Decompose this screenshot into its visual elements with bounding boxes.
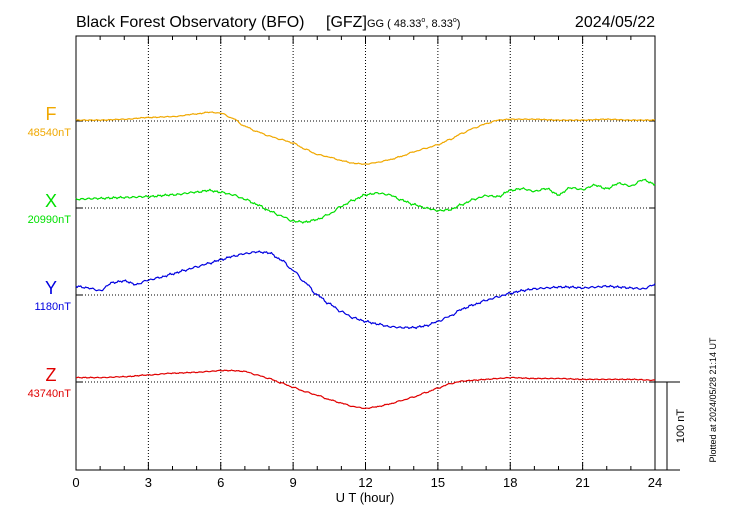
x-tick-label: 0	[72, 475, 79, 490]
x-tick-label: 9	[290, 475, 297, 490]
grid-lines	[147, 36, 584, 470]
series-z-line	[76, 369, 656, 410]
series-x-line	[75, 178, 656, 224]
scale-bar: 100 nT	[655, 381, 687, 471]
series-y-baseline-value: 1180nT	[35, 301, 72, 313]
x-axis-title: U T (hour)	[336, 490, 395, 505]
x-tick-label: 24	[648, 475, 662, 490]
x-tick-label: 12	[358, 475, 372, 490]
plotted-timestamp: Plotted at 2024/05/28 21:14 UT	[708, 337, 718, 463]
baselines	[76, 120, 655, 383]
coord-mid: , 8.33	[425, 18, 453, 30]
series-z-baseline-value: 43740nT	[28, 388, 72, 400]
scale-bar-label: 100 nT	[675, 409, 687, 444]
series-y-name: Y	[45, 278, 57, 298]
series-x-baseline-value: 20990nT	[28, 214, 72, 226]
coord-prefix: GG ( 48.33	[367, 18, 421, 30]
date-label: 2024/05/22	[575, 14, 655, 31]
agency-label: [GFZ]	[326, 14, 367, 31]
series-y-line	[75, 250, 656, 330]
degree-mark: o	[453, 17, 457, 24]
degree-mark: o	[421, 17, 425, 24]
series-f-baseline-value: 48540nT	[28, 127, 72, 139]
observatory-title: Black Forest Observatory (BFO)	[76, 14, 305, 31]
coord-suffix: )	[457, 18, 461, 30]
x-tick-label: 6	[217, 475, 224, 490]
x-tick-labels: 0 3 6 9 12 15 18 21 24	[72, 475, 662, 490]
series-z-name: Z	[46, 365, 57, 385]
series-f-name: F	[46, 104, 57, 124]
axis-ticks	[75, 35, 656, 471]
x-tick-label: 3	[145, 475, 152, 490]
series-f-line	[75, 111, 655, 165]
series-x-name: X	[45, 191, 57, 211]
coordinates-label: GG ( 48.33o, 8.33o)	[367, 17, 460, 30]
x-tick-label: 15	[431, 475, 445, 490]
x-tick-label: 18	[503, 475, 517, 490]
x-tick-label: 21	[575, 475, 589, 490]
series-labels: F 48540nT X 20990nT Y 1180nT Z 43740nT	[28, 104, 72, 400]
series-lines	[75, 111, 656, 410]
